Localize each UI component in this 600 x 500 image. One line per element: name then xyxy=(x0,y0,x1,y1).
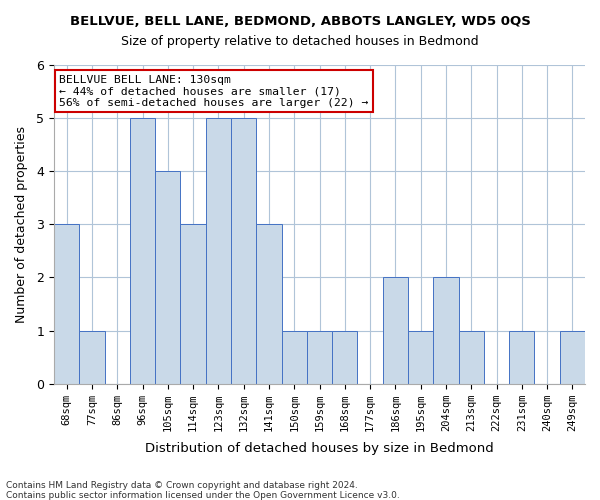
Bar xyxy=(560,330,585,384)
Bar xyxy=(54,224,79,384)
Text: Contains public sector information licensed under the Open Government Licence v3: Contains public sector information licen… xyxy=(6,491,400,500)
Bar xyxy=(332,330,358,384)
Bar xyxy=(256,224,281,384)
Bar xyxy=(79,330,104,384)
Text: Contains HM Land Registry data © Crown copyright and database right 2024.: Contains HM Land Registry data © Crown c… xyxy=(6,481,358,490)
Bar xyxy=(509,330,535,384)
X-axis label: Distribution of detached houses by size in Bedmond: Distribution of detached houses by size … xyxy=(145,442,494,455)
Text: BELLVUE, BELL LANE, BEDMOND, ABBOTS LANGLEY, WD5 0QS: BELLVUE, BELL LANE, BEDMOND, ABBOTS LANG… xyxy=(70,15,530,28)
Bar xyxy=(281,330,307,384)
Text: Size of property relative to detached houses in Bedmond: Size of property relative to detached ho… xyxy=(121,35,479,48)
Bar xyxy=(433,278,458,384)
Bar xyxy=(155,171,181,384)
Bar xyxy=(383,278,408,384)
Bar xyxy=(307,330,332,384)
Bar xyxy=(408,330,433,384)
Bar xyxy=(231,118,256,384)
Bar xyxy=(181,224,206,384)
Bar xyxy=(206,118,231,384)
Bar xyxy=(458,330,484,384)
Bar xyxy=(130,118,155,384)
Y-axis label: Number of detached properties: Number of detached properties xyxy=(15,126,28,323)
Text: BELLVUE BELL LANE: 130sqm
← 44% of detached houses are smaller (17)
56% of semi-: BELLVUE BELL LANE: 130sqm ← 44% of detac… xyxy=(59,74,369,108)
